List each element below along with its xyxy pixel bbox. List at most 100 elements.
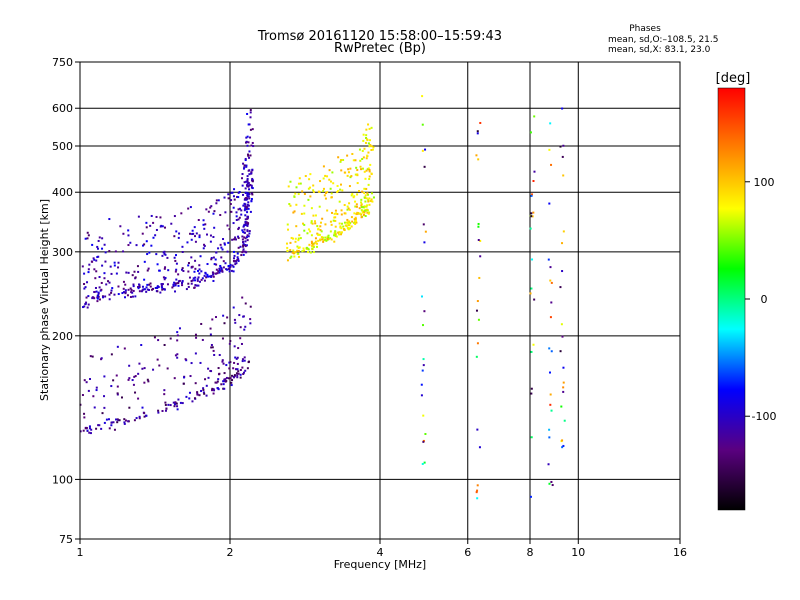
data-point bbox=[249, 116, 252, 119]
data-point bbox=[244, 218, 247, 221]
data-point bbox=[296, 249, 299, 252]
data-point bbox=[241, 184, 244, 187]
data-point bbox=[183, 376, 186, 379]
data-point bbox=[108, 293, 111, 296]
data-point bbox=[228, 266, 231, 269]
data-point bbox=[79, 430, 82, 433]
data-point bbox=[101, 247, 104, 250]
data-point bbox=[167, 403, 170, 406]
data-point bbox=[123, 296, 126, 299]
data-point bbox=[242, 315, 245, 318]
data-point bbox=[246, 175, 249, 178]
data-point bbox=[152, 287, 155, 290]
data-point bbox=[150, 244, 153, 247]
data-point bbox=[227, 193, 230, 196]
data-point bbox=[138, 286, 141, 289]
data-point bbox=[238, 216, 241, 219]
data-point bbox=[421, 95, 424, 98]
data-point bbox=[230, 269, 233, 272]
data-point bbox=[308, 186, 311, 189]
data-point bbox=[250, 200, 253, 203]
data-point bbox=[84, 237, 87, 240]
data-point bbox=[174, 401, 177, 404]
data-point bbox=[113, 293, 116, 296]
data-point bbox=[360, 206, 363, 209]
data-point bbox=[303, 249, 306, 252]
data-point bbox=[239, 245, 242, 248]
data-point bbox=[85, 296, 88, 299]
data-point bbox=[334, 234, 337, 237]
data-point bbox=[202, 247, 205, 250]
data-point bbox=[203, 227, 206, 230]
data-point bbox=[103, 375, 106, 378]
data-point bbox=[220, 383, 223, 386]
y-tick-label: 200 bbox=[52, 330, 73, 343]
data-point bbox=[146, 378, 149, 381]
data-point bbox=[476, 428, 479, 431]
data-point bbox=[251, 168, 254, 171]
data-point bbox=[368, 178, 371, 181]
data-point bbox=[222, 380, 225, 383]
data-point bbox=[233, 345, 236, 348]
data-point bbox=[246, 211, 249, 214]
data-point bbox=[159, 225, 162, 228]
data-point bbox=[199, 255, 202, 258]
data-point bbox=[334, 219, 337, 222]
data-point bbox=[223, 378, 226, 381]
data-point bbox=[107, 280, 110, 283]
data-point bbox=[194, 240, 197, 243]
data-point bbox=[212, 275, 215, 278]
data-point bbox=[296, 245, 299, 248]
data-point bbox=[83, 287, 86, 290]
data-point bbox=[222, 238, 225, 241]
data-point bbox=[112, 421, 115, 424]
data-point bbox=[176, 356, 179, 359]
data-point bbox=[200, 278, 203, 281]
data-point bbox=[326, 237, 329, 240]
x-tick-label: 8 bbox=[527, 546, 534, 559]
data-point bbox=[549, 403, 552, 406]
data-point bbox=[246, 224, 249, 227]
data-point bbox=[366, 193, 369, 196]
data-point bbox=[91, 243, 94, 246]
data-point bbox=[327, 236, 330, 239]
data-point bbox=[365, 128, 368, 131]
data-point bbox=[193, 397, 196, 400]
data-point bbox=[334, 231, 337, 234]
data-point bbox=[215, 381, 218, 384]
data-point bbox=[477, 222, 480, 225]
data-point bbox=[122, 250, 125, 253]
data-point bbox=[529, 292, 532, 295]
data-point bbox=[95, 427, 98, 430]
data-point bbox=[223, 322, 226, 325]
data-point bbox=[361, 157, 364, 160]
data-point bbox=[211, 346, 214, 349]
data-point bbox=[101, 264, 104, 267]
data-point bbox=[363, 170, 366, 173]
data-point bbox=[198, 280, 201, 283]
data-point bbox=[328, 169, 331, 172]
data-point bbox=[243, 236, 246, 239]
data-point bbox=[334, 230, 337, 233]
data-point bbox=[533, 298, 536, 301]
x-tick-label: 6 bbox=[464, 546, 471, 559]
data-point bbox=[350, 194, 353, 197]
data-point bbox=[206, 233, 209, 236]
data-point bbox=[559, 286, 562, 289]
grid bbox=[80, 62, 680, 539]
data-point bbox=[317, 233, 320, 236]
data-point bbox=[368, 170, 371, 173]
data-point bbox=[368, 127, 371, 130]
data-point bbox=[122, 280, 125, 283]
data-point bbox=[222, 314, 225, 317]
data-point bbox=[334, 209, 337, 212]
data-point bbox=[192, 277, 195, 280]
data-point bbox=[197, 276, 200, 279]
data-point bbox=[239, 326, 242, 329]
data-point bbox=[181, 284, 184, 287]
data-point bbox=[242, 193, 245, 196]
data-point bbox=[175, 230, 178, 233]
data-point bbox=[210, 346, 213, 349]
data-point bbox=[306, 232, 309, 235]
data-point bbox=[222, 260, 225, 263]
